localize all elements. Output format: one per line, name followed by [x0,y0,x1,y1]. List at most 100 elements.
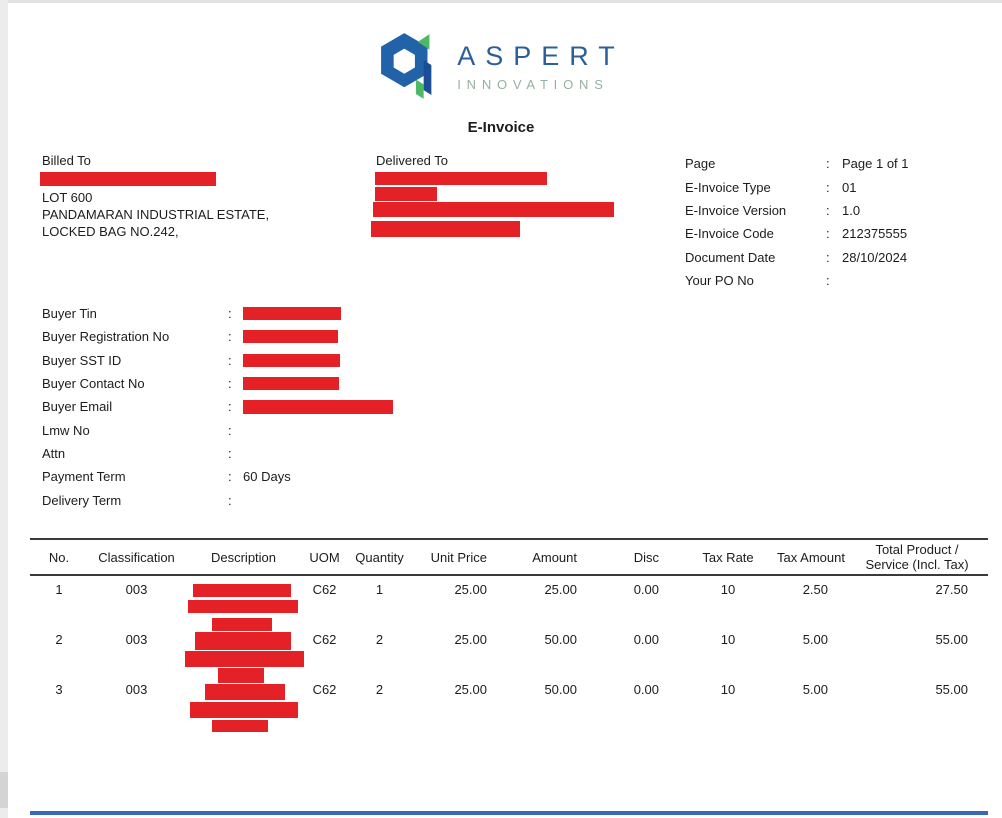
line-items-table: No. Classification Description UOM Quant… [30,538,988,736]
cell-disc: 0.00 [633,582,659,597]
brand-text: ASPERT INNOVATIONS [457,31,625,93]
cell-quantity: 2 [375,632,384,647]
cell-no: 3 [55,682,63,697]
buyer-label: Lmw No [42,422,90,438]
cell-disc: 0.00 [633,632,659,647]
meta-label: Your PO No [685,273,754,289]
redaction-bar [212,618,272,631]
redaction-bar [190,702,298,718]
cell-uom: C62 [312,582,337,597]
redaction-bar [243,399,393,414]
table-row: 1 003 C62 1 25.00 25.00 0.00 10 2.50 27.… [30,576,988,616]
scrollbar-thumb [0,772,8,808]
billed-address-line: PANDAMARAN INDUSTRIAL ESTATE, [42,207,270,222]
cell-amount: 50.00 [544,632,577,647]
aspert-logo-icon [381,33,432,99]
separator: : [826,273,830,289]
buyer-label: Payment Term [42,469,126,485]
table-row: 2 003 C62 2 25.00 50.00 0.00 10 5.00 55.… [30,616,988,678]
col-header-amount: Amount [532,549,577,565]
separator: : [228,492,232,508]
cell-tax-rate: 10 [720,582,736,597]
meta-value: 01 [842,179,857,195]
separator: : [826,226,830,242]
cell-amount: 50.00 [544,682,577,697]
separator: : [228,376,232,392]
buyer-row: Buyer Registration No : [42,325,462,348]
col-header-uom: UOM [309,549,340,565]
cell-classification: 003 [125,632,148,647]
col-header-classification: Classification [98,549,175,565]
cell-no: 2 [55,632,63,647]
meta-value: 1.0 [842,202,861,218]
cell-amount: 25.00 [544,582,577,597]
brand-header: ASPERT INNOVATIONS [377,31,625,101]
redaction-bar [205,684,285,700]
buyer-value: 60 Days [243,469,291,485]
buyer-label: Buyer Contact No [42,376,145,392]
redaction-bar [193,584,291,597]
col-header-disc: Disc [633,549,659,565]
brand-name: ASPERT [457,41,625,71]
redaction-bar [188,600,298,613]
cell-classification: 003 [125,582,148,597]
separator: : [228,422,232,438]
cell-unit-price: 25.00 [454,682,487,697]
buyer-row: Payment Term : 60 Days [42,465,462,488]
footer-rule [30,811,988,815]
separator: : [826,249,830,265]
buyer-row: Buyer Email : [42,395,462,418]
separator: : [228,306,232,322]
cell-tax-rate: 10 [720,682,736,697]
col-header-total: Total Product / Service (Incl. Tax) [852,542,988,572]
separator: : [826,156,830,172]
billed-to-heading: Billed To [42,153,91,168]
cell-uom: C62 [312,682,337,697]
redaction-bar [218,670,264,683]
cell-description-redacted [185,576,302,616]
meta-row: Your PO No : [685,269,985,292]
billed-address-line: LOT 600 [42,190,93,205]
delivered-to-heading: Delivered To [376,153,449,168]
redaction-bar [185,651,304,667]
meta-row: Document Date : 28/10/2024 [685,246,985,269]
buyer-label: Buyer Tin [42,306,97,322]
buyer-row: Buyer Tin : [42,302,462,325]
cell-tax-amount: 5.00 [802,682,828,697]
buyer-row: Attn : [42,442,462,465]
col-header-tax-amount: Tax Amount [777,549,845,565]
meta-label: E-Invoice Version [685,202,787,218]
cell-tax-amount: 5.00 [802,632,828,647]
separator: : [228,399,232,415]
separator: : [826,179,830,195]
col-header-quantity: Quantity [355,549,404,565]
separator: : [228,445,232,461]
cell-unit-price: 25.00 [454,582,487,597]
buyer-details-section: Buyer Tin : Buyer Registration No : Buye… [42,302,462,512]
table-row: 3 003 C62 2 25.00 50.00 0.00 10 5.00 55.… [30,668,988,736]
meta-value: Page 1 of 1 [842,156,909,172]
meta-row: E-Invoice Type : 01 [685,175,985,198]
redaction-bar [375,172,547,185]
redaction-bar [212,720,268,732]
meta-row: Page : Page 1 of 1 [685,152,985,175]
cell-tax-amount: 2.50 [802,582,828,597]
col-header-description: Description [210,549,277,565]
page-title: E-Invoice [467,119,535,136]
redaction-bar [375,187,437,201]
col-header-total-line1: Total Product / [875,542,959,557]
redaction-bar [243,377,339,391]
separator: : [826,202,830,218]
cell-description-redacted [185,668,302,736]
buyer-label: Buyer Registration No [42,329,170,345]
delivered-to-section: Delivered To [371,153,636,237]
buyer-row: Buyer Contact No : [42,372,462,395]
cell-total: 55.00 [935,682,968,697]
separator: : [228,329,232,345]
cell-description-redacted [185,616,304,678]
cell-classification: 003 [125,682,148,697]
redaction-bar [243,353,340,367]
cell-unit-price: 25.00 [454,632,487,647]
redaction-bar [195,632,291,650]
brand-tagline: INNOVATIONS [457,77,609,92]
